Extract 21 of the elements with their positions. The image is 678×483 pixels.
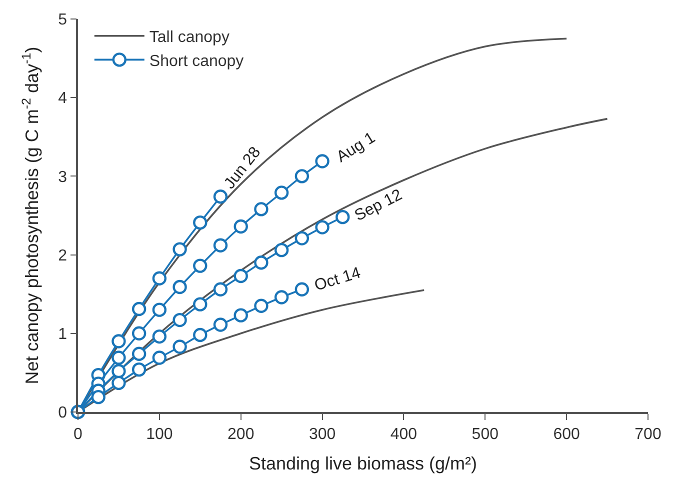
- x-tick-label: 0: [74, 426, 83, 443]
- legend-label: Tall canopy: [149, 29, 230, 46]
- y-tick-label: 3: [58, 168, 68, 186]
- x-tick-label: 400: [390, 426, 418, 443]
- x-tick-label: 600: [553, 426, 580, 443]
- y-tick-label: 2: [58, 247, 68, 264]
- legend-label: Short canopy: [149, 52, 244, 70]
- y-tick-label: 1: [58, 326, 68, 343]
- x-tick-label: 300: [308, 426, 336, 443]
- x-tick-label: 100: [146, 426, 173, 443]
- x-tick-label: 200: [228, 426, 254, 443]
- x-tick-label: 700: [634, 426, 662, 443]
- annotation: Aug 1: [334, 129, 378, 166]
- annotation: Jun 28: [221, 144, 264, 192]
- y-tick-label: 0: [58, 404, 68, 422]
- annotation: Oct 14: [312, 264, 363, 295]
- x-tick-label: 500: [472, 426, 499, 443]
- annotation: Sep 12: [352, 186, 406, 225]
- x-axis-title: Standing live biomass (g/m²): [248, 454, 478, 474]
- y-tick-label: 4: [58, 90, 68, 108]
- y-tick-label: 5: [58, 12, 68, 29]
